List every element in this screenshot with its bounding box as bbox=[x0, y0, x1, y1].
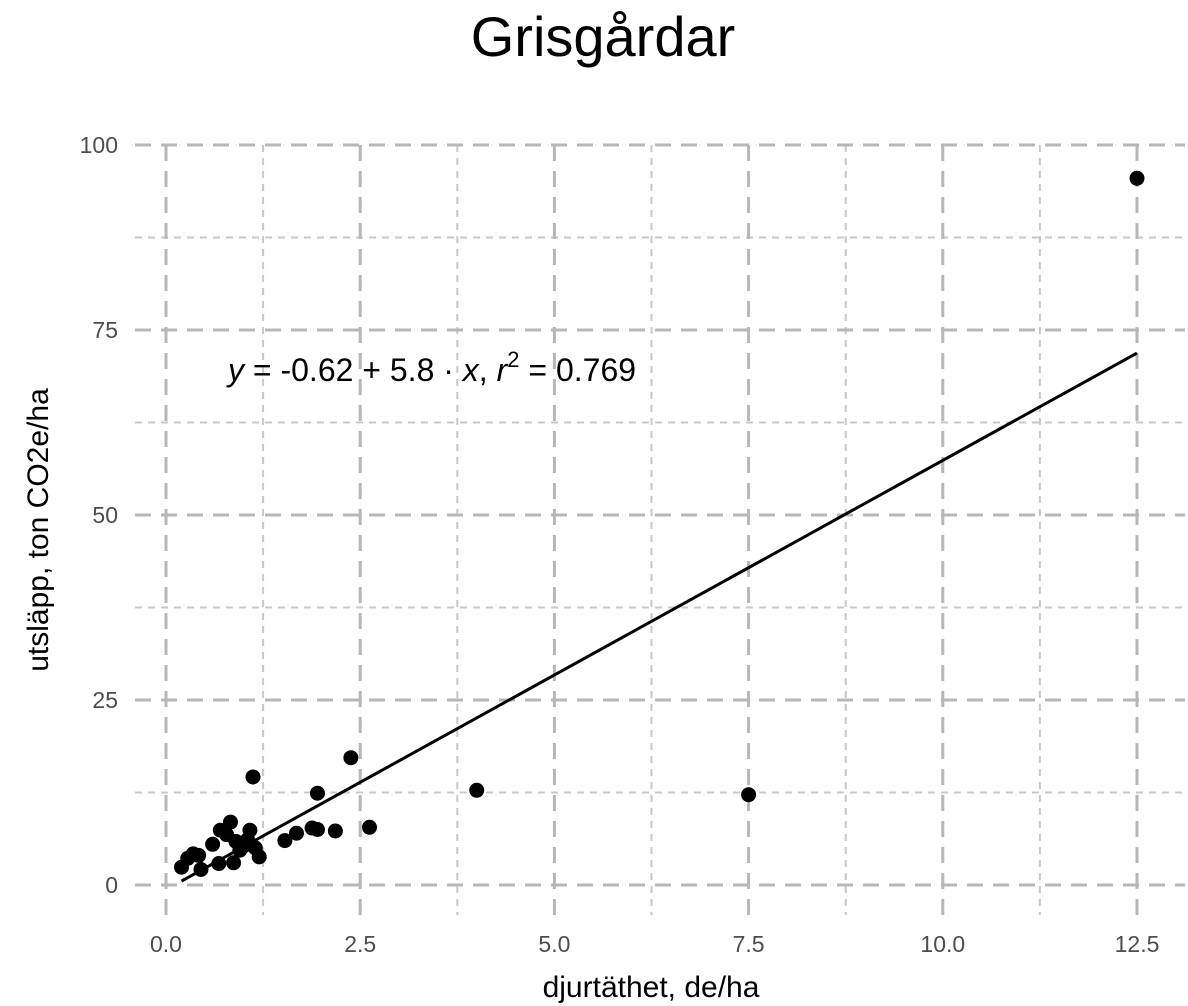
data-point bbox=[277, 833, 293, 849]
x-tick-label: 5.0 bbox=[538, 931, 570, 957]
x-tick-label: 2.5 bbox=[344, 931, 376, 957]
y-tick-label: 0 bbox=[105, 872, 118, 898]
x-axis-ticks: 0.0 2.5 5.0 7.5 10.0 12.5 bbox=[150, 931, 1159, 957]
data-point bbox=[1129, 170, 1145, 186]
equation-x: x bbox=[461, 352, 480, 388]
equation-middle: = -0.62 + 5.8 · bbox=[244, 352, 463, 388]
equation-superscript: 2 bbox=[507, 347, 519, 372]
data-point bbox=[362, 819, 378, 835]
data-point bbox=[343, 750, 359, 766]
y-axis-title: utsläpp, ton CO2e/ha bbox=[22, 388, 55, 672]
data-point bbox=[226, 855, 242, 871]
data-point bbox=[327, 823, 343, 839]
x-axis-title: djurtäthet, de/ha bbox=[543, 971, 760, 1004]
equation-y: y bbox=[226, 352, 246, 388]
equation-r2-value: = 0.769 bbox=[519, 352, 636, 388]
data-point bbox=[309, 822, 325, 837]
major-grid bbox=[135, 143, 1185, 915]
x-tick-label: 0.0 bbox=[150, 931, 182, 957]
x-tick-label: 7.5 bbox=[733, 931, 765, 957]
y-tick-label: 100 bbox=[80, 132, 118, 158]
data-point bbox=[242, 822, 258, 838]
minor-grid bbox=[135, 145, 1185, 915]
data-point bbox=[741, 787, 757, 803]
data-point bbox=[205, 836, 221, 852]
data-point bbox=[191, 847, 207, 863]
x-tick-label: 12.5 bbox=[1115, 931, 1160, 957]
data-point bbox=[289, 825, 305, 841]
data-point bbox=[469, 782, 485, 798]
data-point bbox=[309, 785, 325, 801]
data-point bbox=[193, 861, 209, 877]
regression-line bbox=[180, 351, 1138, 883]
data-points bbox=[174, 170, 1145, 877]
data-point bbox=[222, 814, 238, 830]
data-point bbox=[211, 856, 227, 872]
y-tick-label: 75 bbox=[92, 317, 118, 343]
equation-comma: , bbox=[479, 352, 497, 388]
y-tick-label: 25 bbox=[92, 687, 118, 713]
x-tick-label: 10.0 bbox=[920, 931, 965, 957]
data-point bbox=[245, 769, 261, 785]
regression-equation: y = -0.62 + 5.8 · x, r2 = 0.769 bbox=[226, 347, 636, 388]
equation-r: r bbox=[497, 352, 509, 388]
y-axis-ticks: 0 25 50 75 100 bbox=[80, 132, 118, 898]
chart-title: Grisgårdar bbox=[471, 5, 736, 68]
y-tick-label: 50 bbox=[92, 502, 118, 528]
data-point bbox=[251, 849, 267, 865]
